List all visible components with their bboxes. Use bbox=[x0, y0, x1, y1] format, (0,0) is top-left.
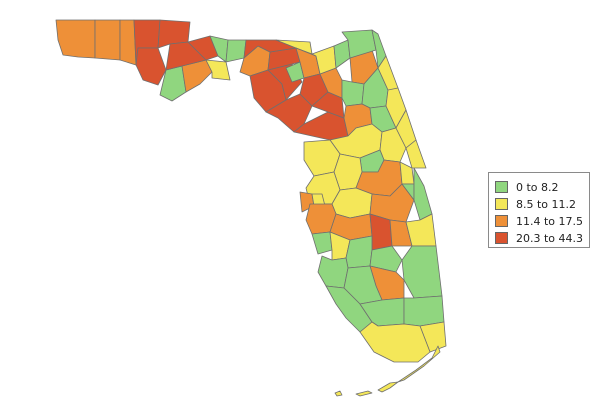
legend-label: 0 to 8.2 bbox=[516, 180, 559, 194]
county-region bbox=[397, 345, 441, 383]
legend-item: 8.5 to 11.2 bbox=[495, 196, 583, 212]
county-region bbox=[369, 245, 403, 273]
county-region bbox=[413, 167, 433, 221]
county-region bbox=[311, 45, 337, 75]
county-region bbox=[317, 255, 349, 289]
county-region bbox=[119, 19, 137, 66]
county-region bbox=[311, 91, 345, 119]
county-regions bbox=[55, 19, 447, 397]
legend-swatch bbox=[495, 181, 508, 193]
county-region bbox=[341, 29, 377, 59]
county-region bbox=[401, 245, 443, 299]
county-region bbox=[405, 139, 427, 169]
county-region bbox=[334, 390, 343, 397]
county-region bbox=[405, 213, 437, 247]
legend-swatch bbox=[495, 232, 508, 244]
county-region bbox=[165, 41, 207, 71]
county-region bbox=[94, 19, 121, 61]
county-region bbox=[385, 87, 407, 129]
legend-item: 11.4 to 17.5 bbox=[495, 213, 583, 229]
county-region bbox=[345, 235, 373, 269]
legend-label: 11.4 to 17.5 bbox=[516, 214, 584, 228]
county-region bbox=[135, 47, 167, 86]
county-region bbox=[311, 231, 333, 255]
county-region bbox=[333, 39, 351, 69]
county-region bbox=[55, 19, 96, 59]
county-region bbox=[355, 390, 373, 397]
legend-swatch bbox=[495, 215, 508, 227]
legend-item: 20.3 to 44.3 bbox=[495, 230, 583, 246]
county-region bbox=[359, 321, 431, 363]
county-region bbox=[205, 59, 231, 81]
map-legend: 0 to 8.2 8.5 to 11.2 11.4 to 17.5 20.3 t… bbox=[488, 172, 590, 248]
county-region bbox=[341, 79, 365, 107]
county-region bbox=[377, 381, 399, 393]
legend-item: 0 to 8.2 bbox=[495, 179, 583, 195]
county-region bbox=[225, 39, 247, 63]
county-region bbox=[369, 213, 393, 251]
legend-label: 8.5 to 11.2 bbox=[516, 197, 577, 211]
county-region bbox=[403, 295, 445, 327]
legend-label: 20.3 to 44.3 bbox=[516, 231, 584, 245]
legend-swatch bbox=[495, 198, 508, 210]
